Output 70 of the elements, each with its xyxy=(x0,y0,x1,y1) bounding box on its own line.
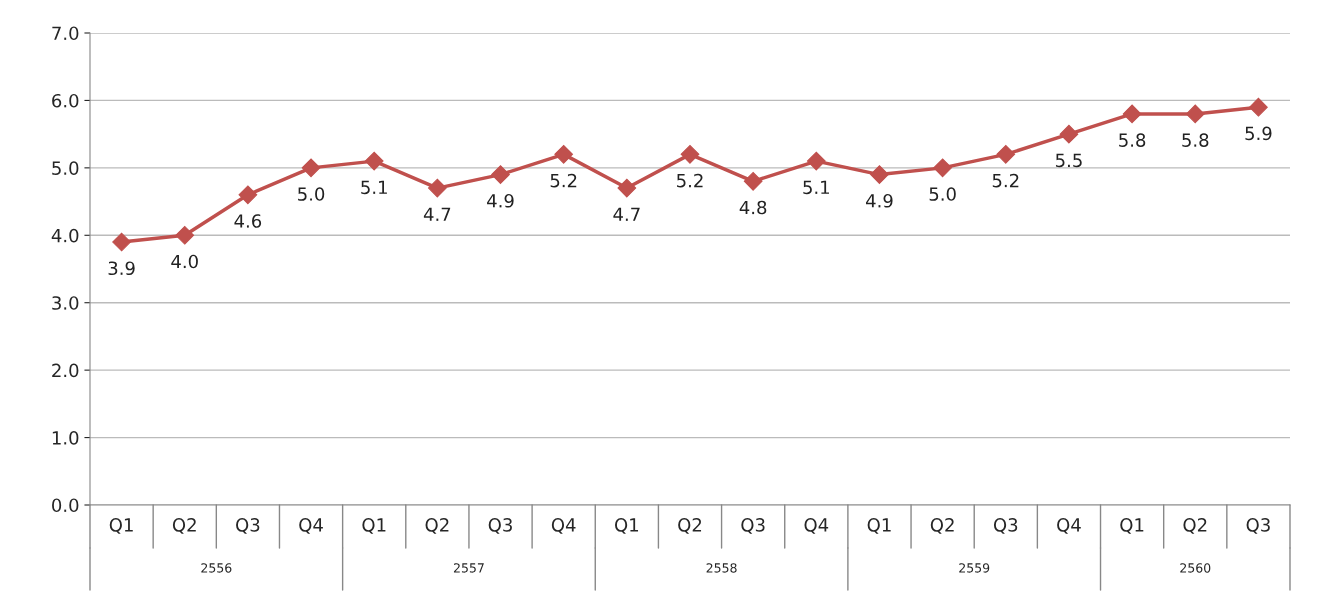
x-tick-label: Q3 xyxy=(1246,518,1270,534)
y-tick-label: 5.0 xyxy=(52,161,79,175)
point xyxy=(870,165,889,184)
point xyxy=(680,145,700,164)
x-tick-label: Q3 xyxy=(741,518,765,534)
point xyxy=(806,151,826,171)
y-tick-label: 1.0 xyxy=(52,431,79,445)
x-tick-label: Q2 xyxy=(172,518,196,534)
point xyxy=(301,158,321,178)
point xyxy=(112,232,131,252)
text: 2559 xyxy=(959,563,990,573)
x-tick-label: Q4 xyxy=(299,518,323,534)
data-label: 4.9 xyxy=(487,193,514,208)
x-tick-label: Q2 xyxy=(678,518,702,534)
data-label: 5.1 xyxy=(803,180,830,195)
x-tick-label: Q1 xyxy=(615,518,639,534)
point xyxy=(238,185,258,205)
data-label: 4.7 xyxy=(613,207,640,221)
data-label: 5.8 xyxy=(1182,133,1209,147)
point xyxy=(1185,104,1205,124)
point xyxy=(1122,104,1142,124)
point xyxy=(996,145,1016,164)
x-tick-label: Q4 xyxy=(1057,518,1081,534)
data-label: 4.9 xyxy=(866,193,893,208)
data-label: 4.8 xyxy=(739,200,767,215)
data-label: 4.0 xyxy=(171,254,198,269)
y-tick-label: 0.0 xyxy=(52,498,79,513)
x-tick-label: Q3 xyxy=(236,518,260,534)
y-tick-label: 2.0 xyxy=(52,363,79,378)
x-tick-label: Q1 xyxy=(867,518,891,534)
text: 2557 xyxy=(453,563,484,573)
point xyxy=(743,171,763,191)
point xyxy=(175,225,195,245)
y-tick-label: 4.0 xyxy=(51,228,79,243)
text: 2558 xyxy=(706,563,737,573)
point xyxy=(1059,124,1079,144)
x-tick-label: Q1 xyxy=(1120,518,1144,534)
point xyxy=(617,178,637,198)
x-tick-label: Q3 xyxy=(488,518,512,534)
y-tick-label: 6.0 xyxy=(52,93,79,108)
point xyxy=(364,151,384,171)
data-label: 5.0 xyxy=(929,187,956,201)
point xyxy=(1249,97,1268,117)
x-tick-label: Q2 xyxy=(1183,518,1207,534)
x-tick-label: Q4 xyxy=(551,518,576,534)
data-label: 5.1 xyxy=(361,180,387,195)
data-label: 4.7 xyxy=(423,207,451,221)
y-tick-label: 3.0 xyxy=(52,296,79,310)
data-label: 5.5 xyxy=(1055,153,1082,168)
y-tick-label: 7.0 xyxy=(52,26,79,41)
data-label: 5.2 xyxy=(550,173,577,188)
text: 2556 xyxy=(201,563,232,573)
x-tick-label: Q3 xyxy=(993,518,1018,534)
x-tick-label: Q2 xyxy=(930,518,954,534)
data-label: 4.6 xyxy=(234,214,262,228)
data-label: 5.2 xyxy=(677,173,703,188)
x-tick-label: Q1 xyxy=(109,518,133,534)
data-label: 5.8 xyxy=(1119,133,1146,147)
point xyxy=(554,145,574,164)
x-tick-label: Q1 xyxy=(362,518,386,534)
data-label: 5.9 xyxy=(1245,126,1272,141)
x-tick-label: Q2 xyxy=(425,518,449,534)
data-label: 5.2 xyxy=(992,173,1019,188)
point xyxy=(491,165,510,184)
point xyxy=(428,178,447,198)
text: 2560 xyxy=(1180,563,1211,573)
data-label: 5.0 xyxy=(298,187,325,201)
x-tick-label: Q4 xyxy=(804,518,829,534)
data-label: 3.9 xyxy=(108,261,135,276)
point xyxy=(933,158,952,178)
